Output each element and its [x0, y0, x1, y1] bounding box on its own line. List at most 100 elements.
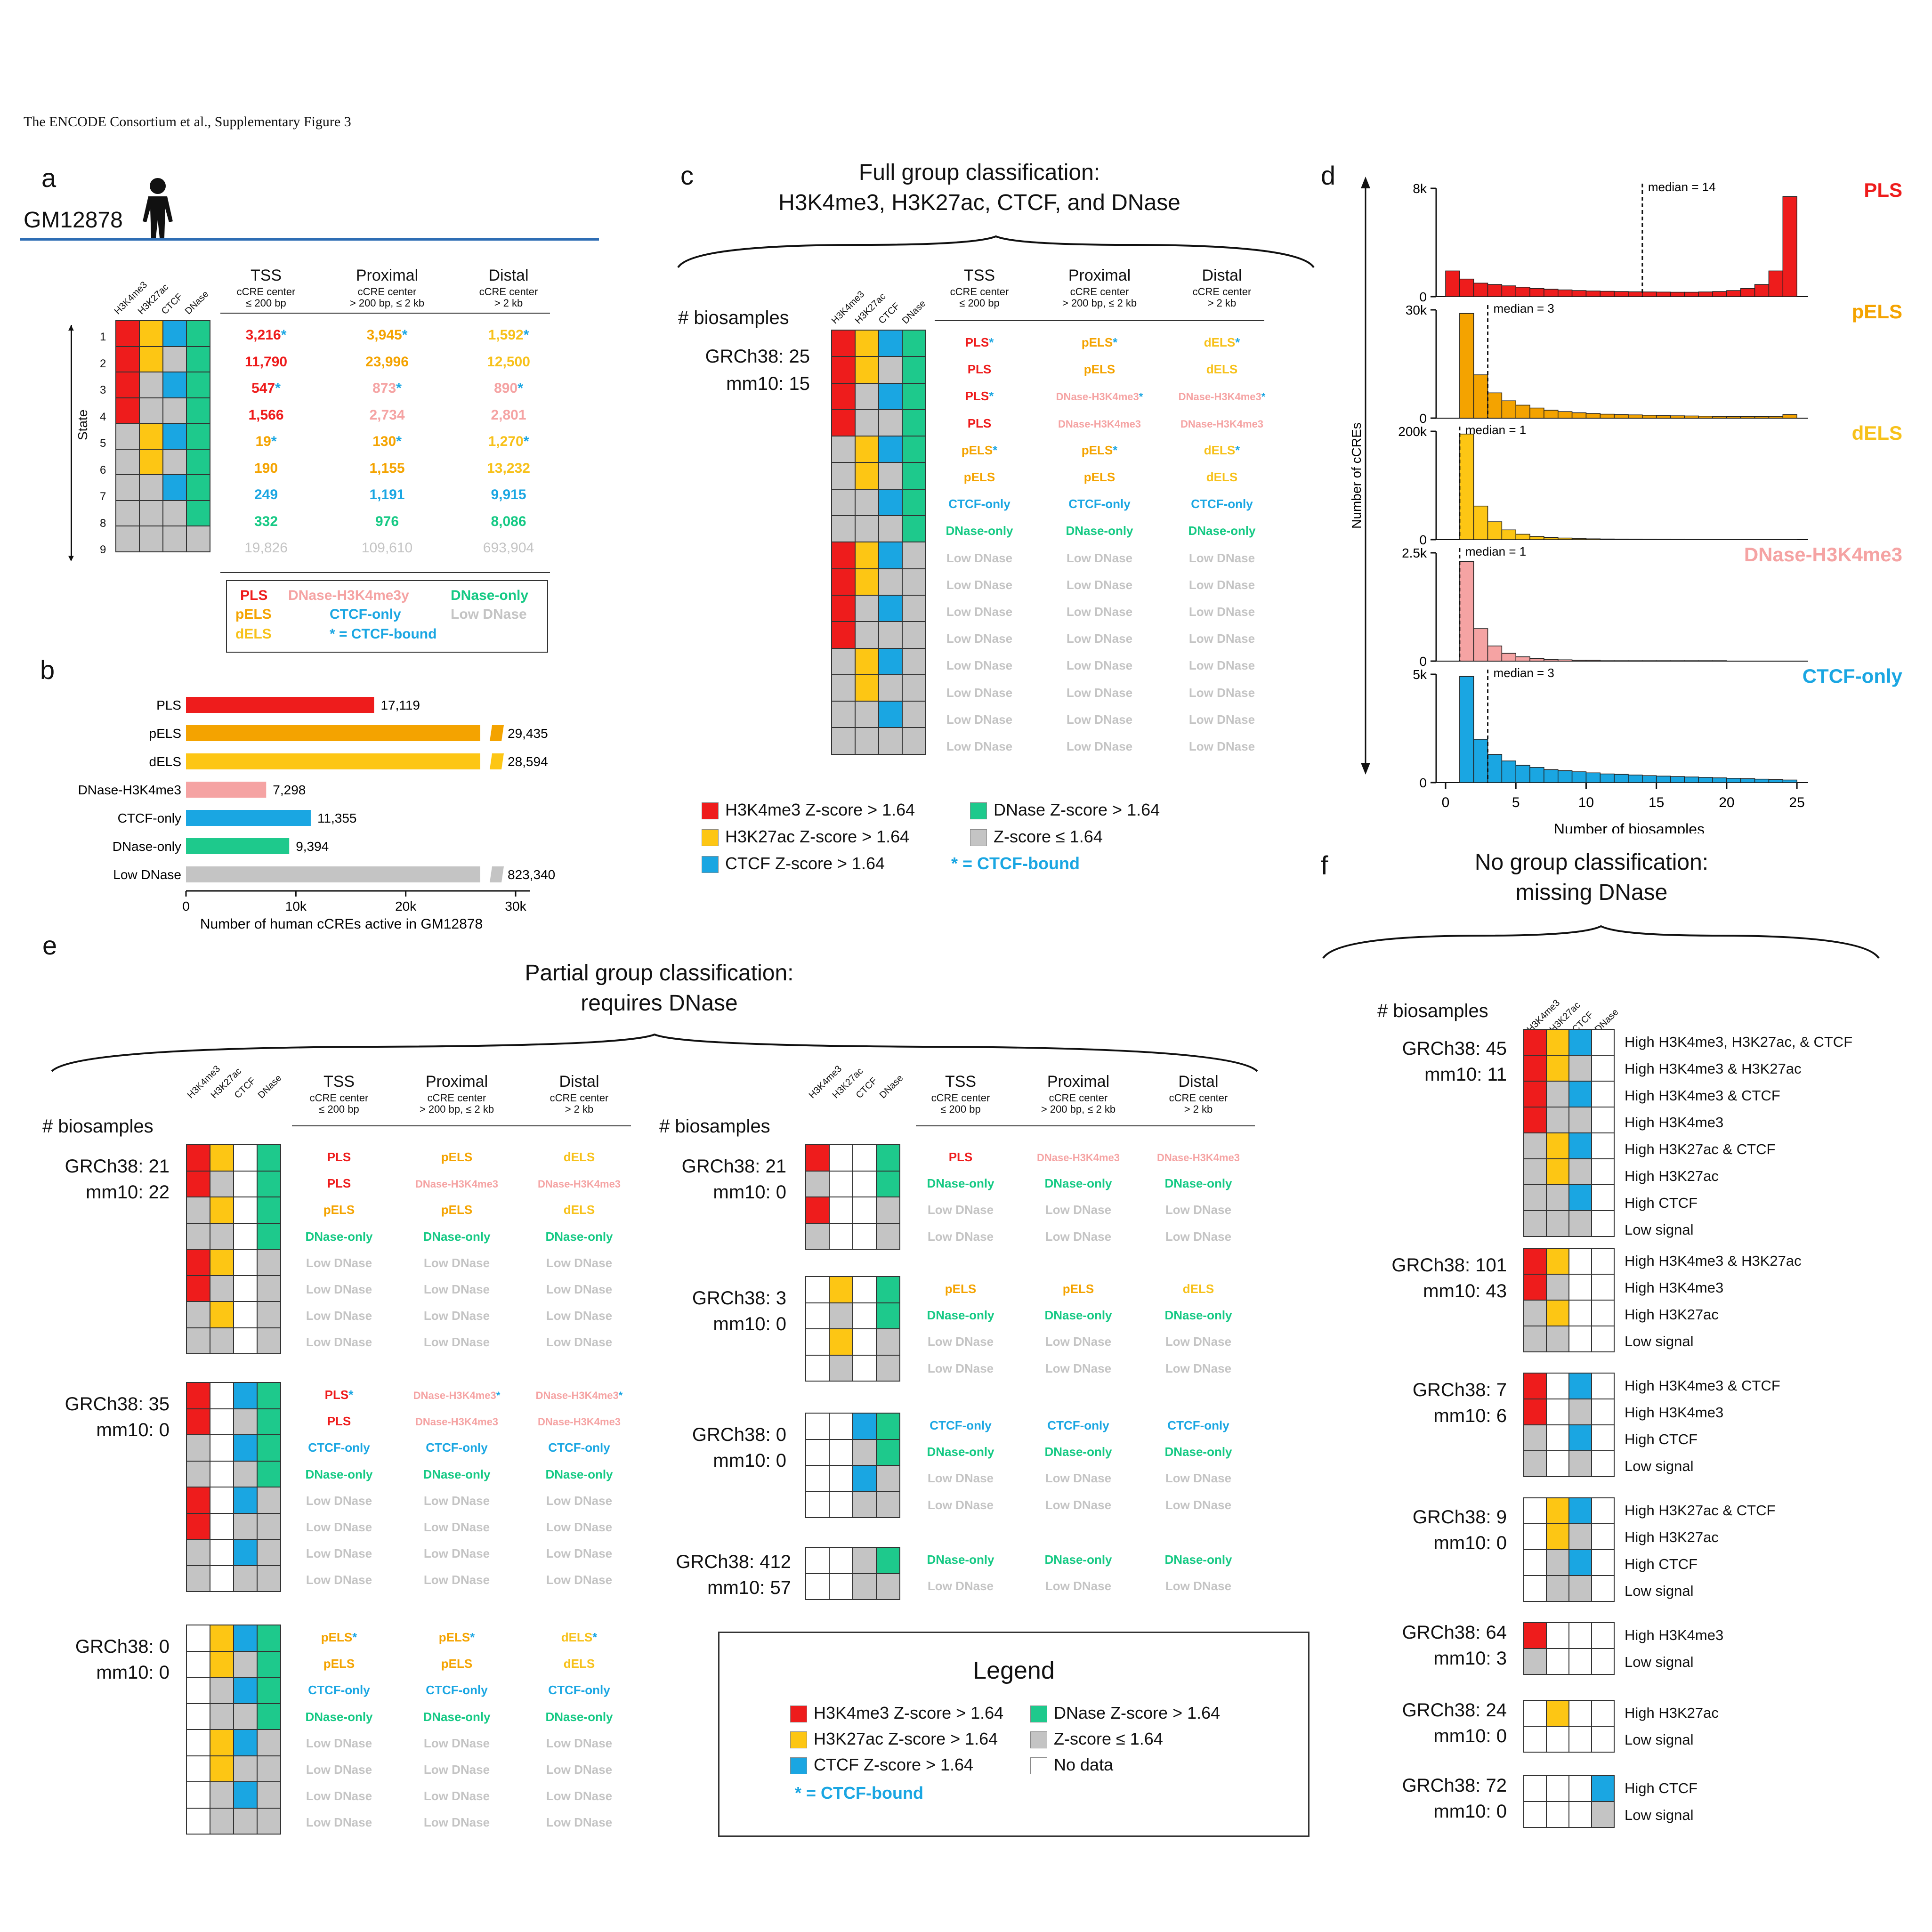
panel-f-label-0-2: High H3K4me3 & CTCF — [1625, 1087, 1780, 1104]
heatmap-cell — [257, 1434, 281, 1462]
class-label: pELS — [1083, 470, 1116, 484]
count-r6-c2: 13,232 — [487, 461, 530, 477]
panel-e-class-4-r1-c2: DNase-only — [1164, 1308, 1232, 1323]
panel-c-grch38: GRCh38: 25 — [705, 346, 810, 367]
x-axis-title: Number of biosamples — [1554, 821, 1705, 833]
heatmap-cell — [257, 1565, 281, 1592]
y-axis-arrow-up-icon — [1361, 177, 1370, 188]
heatmap-cell — [115, 525, 140, 552]
heatmap-cell — [186, 1170, 210, 1197]
ctcf-bound-star: * — [1235, 443, 1240, 457]
panel-c-legend-item-3: Z-score ≤ 1.64 — [970, 827, 1103, 847]
panel-e-mm10-4: mm10: 0 — [713, 1314, 786, 1334]
panel-e-heatmap-1 — [186, 1382, 281, 1592]
panel-e-class-5-r3-c1: Low DNase — [1045, 1498, 1111, 1512]
heatmap-cell — [186, 525, 210, 552]
panel-e-class-3-r1-c1: DNase-only — [1044, 1176, 1112, 1191]
panel-c-col-tss-sub1: cCRE center — [950, 286, 1009, 298]
legend-ctcf-bound: * = CTCF-bound — [330, 626, 437, 642]
heatmap-cell — [1523, 1210, 1547, 1237]
heatmap-cell — [162, 423, 187, 450]
heatmap-cell — [829, 1170, 853, 1197]
panel-e-class-4-r3-c1: Low DNase — [1045, 1361, 1111, 1376]
histogram-title-dels: dELS — [1852, 422, 1902, 444]
legend-text: H3K27ac Z-score > 1.64 — [725, 827, 910, 846]
heatmap-cell — [878, 382, 903, 410]
panel-e-class-2-r5-c1: Low DNase — [424, 1762, 490, 1777]
panel-a-col-tss: TSS — [250, 267, 282, 284]
panel-c-class-r14-c0: Low DNase — [946, 712, 1012, 727]
panel-f-label-1-0: High H3K4me3 & H3K27ac — [1625, 1253, 1802, 1269]
class-label: DNase-H3K4me3 — [415, 1178, 499, 1190]
count-r5-c2: 1,270* — [488, 434, 529, 450]
heatmap-cell — [1591, 1158, 1615, 1185]
class-label: DNase-only — [927, 1552, 994, 1567]
heatmap-cell — [233, 1275, 258, 1302]
panel-e-class-0-r3-c2: DNase-only — [545, 1229, 613, 1244]
panel-c-class-r11-c0: Low DNase — [946, 631, 1012, 646]
panel-e-class-1-r7-c0: Low DNase — [306, 1573, 372, 1587]
heatmap-cell — [1591, 1726, 1615, 1753]
heatmap-cell — [831, 647, 856, 675]
x-tick-label: 30k — [505, 899, 526, 913]
heatmap-cell — [139, 525, 163, 552]
heatmap-cell — [831, 329, 856, 357]
class-label: CTCF-only — [308, 1440, 370, 1455]
panel-e-class-5-r3-c2: Low DNase — [1165, 1498, 1231, 1512]
panel-e-class-2-r3-c1: DNase-only — [423, 1710, 490, 1724]
state-axis-arrow-up-icon: ▲ — [66, 323, 76, 333]
heatmap-cell — [831, 356, 856, 384]
hist-bar-pls — [1768, 270, 1784, 297]
panel-c-class-r11-c2: Low DNase — [1189, 631, 1255, 646]
histogram-title-pls: PLS — [1864, 179, 1902, 201]
panel-f-label-3-1: High H3K27ac — [1625, 1529, 1719, 1545]
heatmap-cell — [233, 1625, 258, 1652]
state-number-3: 3 — [100, 384, 106, 396]
panel-e-class-1-r3-c0: DNase-only — [305, 1467, 372, 1482]
heatmap-cell — [1568, 1424, 1592, 1451]
heatmap-cell — [852, 1276, 877, 1303]
hist-bar-pls — [1726, 290, 1741, 297]
panel-f-label-3-2: High CTCF — [1625, 1556, 1698, 1572]
heatmap-cell — [1523, 1184, 1547, 1211]
panel-f-grch38-2: GRCh38: 7 — [1412, 1380, 1507, 1400]
class-label: Low DNase — [1188, 605, 1255, 619]
hist-bar-pels — [1558, 411, 1573, 419]
panel-c-class-r6-c2: CTCF-only — [1191, 497, 1253, 511]
bar-label-ctcf-only: CTCF-only — [118, 811, 181, 825]
ctcf-bound-star: * — [989, 389, 994, 404]
panel-e-left-col-distal: Distal — [559, 1073, 599, 1091]
class-label: Low DNase — [1165, 1497, 1232, 1512]
class-label: Low DNase — [1165, 1471, 1232, 1486]
hist-bar-dnase-h3k4me3 — [1558, 659, 1573, 662]
hist-bar-pls — [1571, 290, 1587, 297]
count-r4-c1: 2,734 — [369, 407, 404, 423]
class-label: PLS — [965, 335, 989, 349]
class-label: DNase-only — [305, 1229, 373, 1244]
heatmap-cell — [1591, 1184, 1615, 1211]
heatmap-cell — [1591, 1274, 1615, 1301]
heatmap-cell — [233, 1807, 258, 1835]
heatmap-cell — [257, 1512, 281, 1540]
panel-e-class-0-r6-c0: Low DNase — [306, 1309, 372, 1323]
panel-e-title: Partial group classification: requires D… — [377, 958, 942, 1019]
figure-header: The ENCODE Consortium et al., Supplement… — [24, 114, 351, 129]
panel-f-heatmap-0 — [1523, 1029, 1615, 1237]
class-label: Low DNase — [927, 1579, 994, 1593]
class-label: Low DNase — [1045, 1203, 1112, 1217]
panel-e-class-1-r1-c2: DNase-H3K4me3 — [538, 1416, 621, 1428]
class-label: Low DNase — [546, 1736, 613, 1750]
hist-bar-ctcf-only — [1754, 778, 1770, 783]
heatmap-cell — [902, 356, 926, 384]
class-label: DNase-only — [1164, 1308, 1232, 1323]
panel-a-col-dnase: DNase — [183, 289, 211, 317]
hist-bar-dnase-h3k4me3 — [1544, 659, 1559, 662]
heatmap-cell — [257, 1650, 281, 1678]
panel-a-col-tss-sub1: cCRE center — [236, 286, 296, 298]
ctcf-bound-star: * — [1139, 391, 1143, 403]
heatmap-cell — [233, 1327, 258, 1354]
heatmap-cell — [162, 372, 187, 398]
count-r3-c2: 890* — [494, 380, 523, 396]
heatmap-cell — [852, 1573, 877, 1600]
